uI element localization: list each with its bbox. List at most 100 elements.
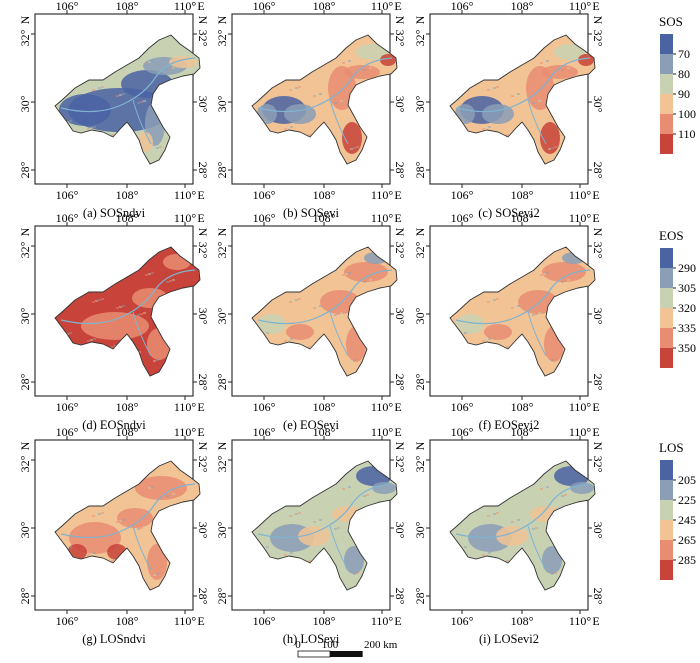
pixel-texture xyxy=(567,279,570,281)
pixel-texture xyxy=(366,68,369,70)
lon-tick-label: E xyxy=(197,188,204,202)
pixel-texture xyxy=(335,565,338,567)
pixel-texture xyxy=(488,338,491,340)
pixel-texture xyxy=(90,339,93,341)
lat-tick-label: 30° xyxy=(18,307,32,324)
pixel-texture xyxy=(514,94,517,96)
pixel-texture xyxy=(464,120,467,122)
value-patch xyxy=(482,104,514,124)
lon-tick-label: 108° xyxy=(511,211,534,225)
pixel-texture xyxy=(166,69,169,71)
lon-tick-label: 110° xyxy=(174,614,197,628)
pixel-texture xyxy=(316,94,319,96)
legend-swatch xyxy=(660,520,673,540)
legend-tick-label: 70 xyxy=(678,47,690,61)
pixel-texture xyxy=(319,93,322,95)
pixel-texture xyxy=(145,274,148,276)
river-line xyxy=(527,99,547,145)
pixel-texture xyxy=(289,515,292,517)
pixel-texture xyxy=(366,280,369,282)
pixel-texture xyxy=(546,272,549,274)
lon-tick-label: 110° xyxy=(371,614,394,628)
river-line xyxy=(329,525,349,571)
lon-tick-label: 106° xyxy=(451,188,474,202)
lon-tick-label: 110° xyxy=(569,614,592,628)
lon-tick-label: 106° xyxy=(56,0,79,13)
lat-tick-label: 32° xyxy=(18,455,32,472)
pixel-texture xyxy=(485,553,488,555)
lon-tick-label: 108° xyxy=(313,425,336,439)
pixel-texture xyxy=(345,61,348,63)
river-line xyxy=(60,483,196,539)
lon-tick-label: E xyxy=(197,425,204,439)
river-line xyxy=(132,99,152,145)
lon-tick-label: 110° xyxy=(371,0,394,13)
lat-tick-label: 32° xyxy=(591,242,605,259)
pixel-texture xyxy=(290,126,293,128)
pixel-texture xyxy=(95,514,98,516)
pixel-texture xyxy=(564,68,567,70)
pixel-texture xyxy=(511,521,514,523)
pixel-texture xyxy=(308,134,311,136)
river-line xyxy=(527,525,547,571)
lat-tick-label: 30° xyxy=(196,96,210,113)
pixel-texture xyxy=(496,512,499,514)
pixel-texture xyxy=(348,60,351,62)
pixel-texture xyxy=(533,351,536,353)
pixel-texture xyxy=(493,299,496,301)
legend-title: SOS xyxy=(659,14,683,29)
pixel-texture xyxy=(363,495,366,497)
legend-swatch xyxy=(660,74,673,94)
lat-tick-label: N xyxy=(196,16,210,25)
legend-swatch xyxy=(660,114,673,134)
pixel-texture xyxy=(535,313,538,315)
lat-tick-label: 32° xyxy=(393,30,407,47)
pixel-texture xyxy=(140,527,143,529)
lat-tick-label: N xyxy=(591,16,605,25)
pixel-texture xyxy=(111,134,114,136)
lat-tick-label: N xyxy=(591,228,605,237)
value-patch xyxy=(344,546,364,574)
pixel-texture xyxy=(511,307,514,309)
pixel-texture xyxy=(156,359,159,361)
pixel-texture xyxy=(488,126,491,128)
lat-tick-label: 32° xyxy=(196,456,210,473)
lat-tick-label: 30° xyxy=(393,522,407,539)
pixel-texture xyxy=(517,519,520,521)
lon-tick-label: E xyxy=(197,400,204,414)
pixel-texture xyxy=(313,95,316,97)
pixel-texture xyxy=(166,495,169,497)
pixel-texture xyxy=(148,273,151,275)
lon-tick-label: 106° xyxy=(451,0,474,13)
river-line xyxy=(257,57,393,113)
pixel-texture xyxy=(122,93,125,95)
pixel-texture xyxy=(548,574,551,576)
river-line xyxy=(329,99,349,145)
value-patch xyxy=(542,262,586,282)
lon-tick-label: 110° xyxy=(569,211,592,225)
pixel-texture xyxy=(554,572,557,574)
pixel-texture xyxy=(337,527,340,529)
pixel-texture xyxy=(353,147,356,149)
pixel-texture xyxy=(511,95,514,97)
lon-tick-label: E xyxy=(394,614,401,628)
pixel-texture xyxy=(514,520,517,522)
legend-swatch xyxy=(660,54,673,74)
pixel-texture xyxy=(116,95,119,97)
pixel-texture xyxy=(543,273,546,275)
lon-tick-label: 110° xyxy=(174,400,197,414)
value-patch xyxy=(344,262,388,282)
value-patch xyxy=(542,65,578,79)
lat-tick-label: 28° xyxy=(215,161,229,178)
legend-tick-label: 90 xyxy=(678,87,690,101)
lat-tick-label: 28° xyxy=(215,587,229,604)
lon-tick-label: E xyxy=(394,211,401,225)
pixel-texture xyxy=(546,486,549,488)
lon-tick-label: 108° xyxy=(116,400,139,414)
lon-tick-label: 106° xyxy=(253,0,276,13)
river-line xyxy=(455,57,591,113)
pixel-texture xyxy=(482,554,485,556)
pixel-texture xyxy=(490,300,493,302)
pixel-texture xyxy=(98,299,101,301)
